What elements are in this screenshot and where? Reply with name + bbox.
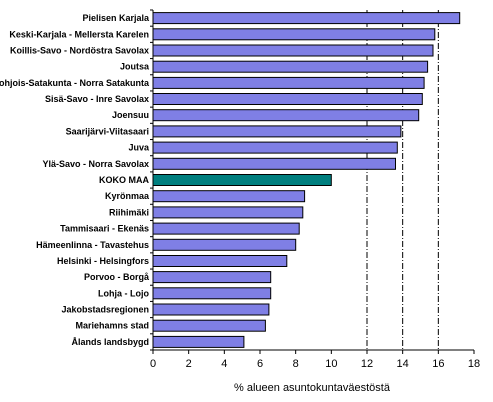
x-tick-label: 6 xyxy=(257,358,263,370)
bar xyxy=(152,303,270,316)
category-labels: Pielisen Karjala Keski-Karjala - Mellerst… xyxy=(0,13,150,347)
bar xyxy=(152,174,332,186)
category-label: Joensuu xyxy=(112,110,149,120)
category-label: Tammisaari - Ekenäs xyxy=(60,224,149,234)
bar xyxy=(152,44,434,57)
bar xyxy=(152,12,461,25)
bar xyxy=(152,287,272,300)
x-axis: 0 2 4 6 8 10 12 14 16 18 xyxy=(150,9,480,370)
category-label: Koillis-Savo - Nordöstra Savolax xyxy=(10,46,149,56)
bar xyxy=(152,222,300,235)
bar xyxy=(152,206,304,219)
category-label: Juva xyxy=(128,143,150,153)
bar xyxy=(152,60,429,73)
bar xyxy=(152,76,425,89)
bar xyxy=(152,157,396,170)
category-label: KOKO MAA xyxy=(99,175,149,185)
x-tick-label: 8 xyxy=(293,358,299,370)
bar xyxy=(152,190,306,203)
bar xyxy=(152,335,245,348)
category-label: Joutsa xyxy=(120,62,150,72)
x-tick-label: 2 xyxy=(186,358,192,370)
category-label: Saarijärvi-Viitasaari xyxy=(66,126,149,136)
bar xyxy=(152,271,272,284)
x-tick-label: 10 xyxy=(325,358,337,370)
x-axis-title: % alueen asuntokuntaväestöstä xyxy=(234,382,391,394)
bar xyxy=(152,109,420,122)
x-tick-label: 14 xyxy=(397,358,409,370)
category-label: Ylä-Savo - Norra Savolax xyxy=(42,159,149,169)
bar xyxy=(152,255,288,267)
category-label: Mariehamns stad xyxy=(75,321,149,331)
category-label: Hämeenlinna - Tavastehus xyxy=(36,240,149,250)
bar xyxy=(152,28,436,41)
bar xyxy=(152,238,297,251)
category-label: Ålands landsbygd xyxy=(71,337,149,347)
category-label: Riihimäki xyxy=(109,207,149,217)
category-label: Lohja - Lojo xyxy=(98,288,149,298)
x-tick-label: 16 xyxy=(432,358,444,370)
category-label: Sisä-Savo - Inre Savolax xyxy=(45,94,149,104)
bar xyxy=(152,125,402,138)
x-tick-label: 12 xyxy=(361,358,373,370)
bar xyxy=(152,93,423,105)
category-label: Porvoo - Borgå xyxy=(84,272,150,282)
x-tick-label: 4 xyxy=(221,358,227,370)
category-label: Jakobstadsregionen xyxy=(61,305,149,315)
x-tick-label: 18 xyxy=(468,358,480,370)
category-label: Helsinki - Helsingfors xyxy=(57,256,149,266)
bar xyxy=(152,141,398,154)
category-label: Pohjois-Satakunta - Norra Satakunta xyxy=(0,78,150,88)
bar xyxy=(152,319,266,332)
category-label: Keski-Karjala - Mellersta Karelen xyxy=(9,29,149,39)
x-tick-label: 0 xyxy=(150,358,156,370)
category-label: Pielisen Karjala xyxy=(82,13,150,23)
category-label: Kyrönmaa xyxy=(105,191,150,201)
bars xyxy=(152,12,461,348)
